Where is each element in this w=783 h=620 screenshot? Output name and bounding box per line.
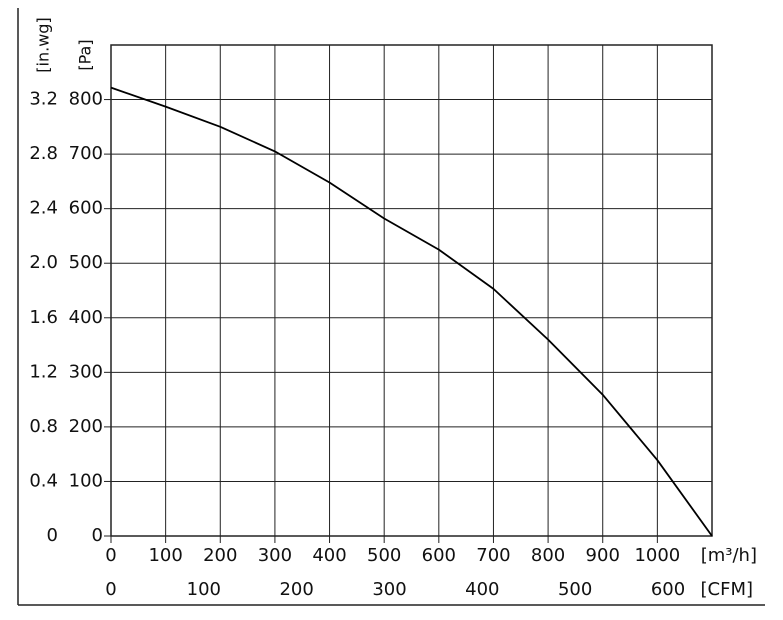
x2-tick-label: 600: [651, 579, 685, 600]
y-tick-label: 800: [69, 89, 103, 110]
x-tick-label: 0: [105, 545, 116, 566]
x-tick-label: 700: [476, 545, 510, 566]
y-unit: [Pa]: [76, 39, 95, 70]
y2-tick-label: 2.8: [29, 143, 58, 164]
curve: [110, 86, 713, 537]
y2-tick-label: 0.8: [29, 416, 58, 437]
x-tick-label: 200: [203, 545, 237, 566]
x-tick-label: 600: [422, 545, 456, 566]
x-unit: [m³/h]: [701, 545, 757, 566]
y2-tick-label: 1.2: [29, 361, 58, 382]
x2-tick-label: 500: [558, 579, 592, 600]
x-tick-label: 800: [531, 545, 565, 566]
y-tick-label: 400: [69, 307, 103, 328]
x-tick-label: 1000: [634, 545, 680, 566]
y-tick-label: 300: [69, 361, 103, 382]
x-tick-label: 500: [367, 545, 401, 566]
y-tick-label: 500: [69, 252, 103, 273]
y-tick-label: 200: [69, 416, 103, 437]
x2-tick-label: 300: [372, 579, 406, 600]
y2-tick-label: 2.4: [29, 198, 58, 219]
y2-tick-label: 2.0: [29, 252, 58, 273]
x2-tick-label: 400: [465, 579, 499, 600]
y-tick-label: 0: [92, 525, 103, 546]
x2-tick-label: 100: [187, 579, 221, 600]
y2-tick-label: 1.6: [29, 307, 58, 328]
x2-tick-label: 200: [279, 579, 313, 600]
y-tick-label: 700: [69, 143, 103, 164]
y2-tick-label: 0: [47, 525, 58, 546]
x2-tick-label: 0: [105, 579, 116, 600]
y2-tick-label: 3.2: [29, 89, 58, 110]
y-tick-label: 600: [69, 198, 103, 219]
x-tick-label: 100: [148, 545, 182, 566]
x2-unit: [CFM]: [701, 579, 754, 600]
x-tick-label: 900: [586, 545, 620, 566]
y2-tick-label: 0.4: [29, 470, 58, 491]
y2-unit: [in.wg]: [34, 17, 53, 72]
plot-frame: [110, 44, 713, 537]
x-tick-label: 300: [258, 545, 292, 566]
x-tick-label: 400: [312, 545, 346, 566]
y-tick-label: 100: [69, 470, 103, 491]
